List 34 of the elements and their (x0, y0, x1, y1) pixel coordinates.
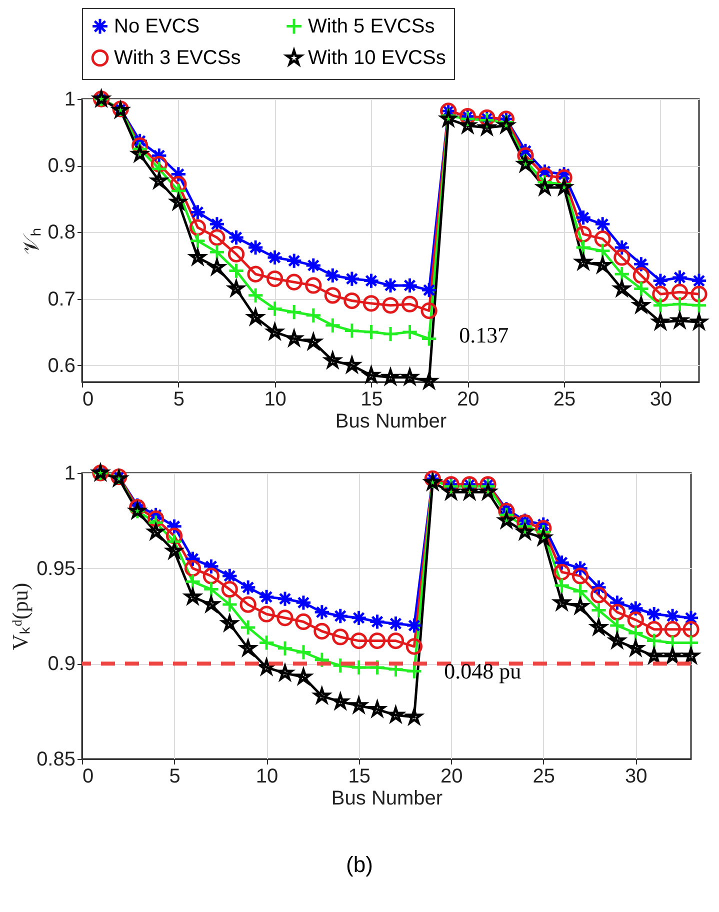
annotation: 0.048 pu (444, 658, 522, 684)
legend-label: With 10 EVCSs (308, 47, 446, 69)
x-tick-label: 0 (82, 388, 94, 410)
legend-label: No EVCS (114, 15, 200, 38)
y-tick-label: 0.85 (36, 748, 76, 770)
y-axis-title: 𝒱ₕ (18, 228, 44, 254)
x-axis-title: Bus Number (335, 410, 447, 432)
annotation: 0.137 (459, 322, 509, 348)
y-axis-title: Vₖᵈ(pu) (8, 582, 33, 650)
legend-label: With 3 EVCSs (114, 47, 241, 69)
y-tick-label: 0.9 (48, 155, 76, 178)
legend-label: With 5 EVCSs (308, 15, 435, 38)
x-tick-label: 10 (264, 388, 286, 410)
x-tick-label: 5 (173, 388, 184, 410)
x-tick-label: 25 (553, 388, 576, 410)
x-tick-label: 30 (650, 388, 672, 410)
y-tick-label: 0.9 (48, 653, 76, 676)
y-tick-label: 1 (64, 88, 76, 110)
text: (b) (345, 852, 374, 878)
y-tick-label: 0.95 (36, 558, 76, 580)
y-tick-label: 0.8 (48, 222, 76, 244)
x-tick-label: 20 (457, 388, 480, 410)
y-tick-label: 0.6 (48, 354, 76, 377)
y-tick-label: 1 (64, 462, 76, 484)
x-tick-label: 20 (440, 766, 463, 788)
x-tick-label: 10 (256, 766, 278, 788)
x-tick-label: 5 (169, 766, 180, 788)
x-tick-label: 25 (532, 766, 555, 788)
x-tick-label: 0 (82, 766, 94, 788)
x-axis-title: Bus Number (331, 788, 443, 810)
y-tick-label: 0.7 (48, 288, 76, 310)
x-tick-label: 15 (360, 388, 383, 410)
x-tick-label: 30 (625, 766, 648, 788)
x-tick-label: 15 (348, 766, 370, 788)
